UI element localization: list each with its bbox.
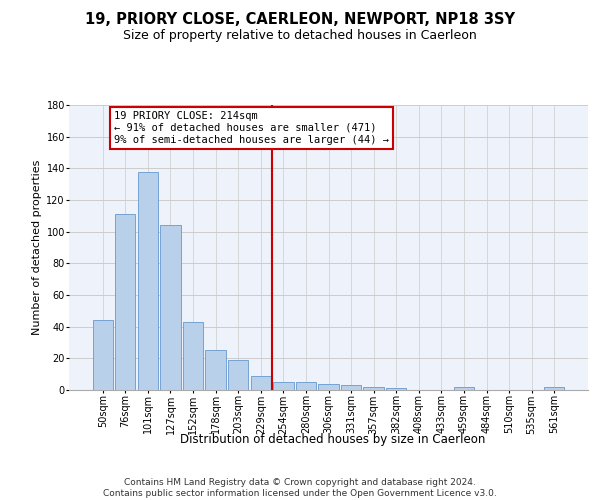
Bar	[138, 172, 158, 390]
Bar	[115, 214, 136, 390]
Bar	[296, 382, 316, 390]
Bar	[228, 360, 248, 390]
Text: 19 PRIORY CLOSE: 214sqm
← 91% of detached houses are smaller (471)
9% of semi-de: 19 PRIORY CLOSE: 214sqm ← 91% of detache…	[114, 112, 389, 144]
Text: Distribution of detached houses by size in Caerleon: Distribution of detached houses by size …	[181, 432, 485, 446]
Bar	[341, 385, 361, 390]
Text: Size of property relative to detached houses in Caerleon: Size of property relative to detached ho…	[123, 29, 477, 42]
Bar	[319, 384, 338, 390]
Text: Contains HM Land Registry data © Crown copyright and database right 2024.
Contai: Contains HM Land Registry data © Crown c…	[103, 478, 497, 498]
Bar	[364, 387, 384, 390]
Text: 19, PRIORY CLOSE, CAERLEON, NEWPORT, NP18 3SY: 19, PRIORY CLOSE, CAERLEON, NEWPORT, NP1…	[85, 12, 515, 28]
Bar	[386, 388, 406, 390]
Bar	[273, 382, 293, 390]
Bar	[251, 376, 271, 390]
Bar	[183, 322, 203, 390]
Bar	[454, 387, 474, 390]
Bar	[205, 350, 226, 390]
Bar	[92, 320, 113, 390]
Bar	[544, 387, 565, 390]
Y-axis label: Number of detached properties: Number of detached properties	[32, 160, 42, 335]
Bar	[160, 226, 181, 390]
